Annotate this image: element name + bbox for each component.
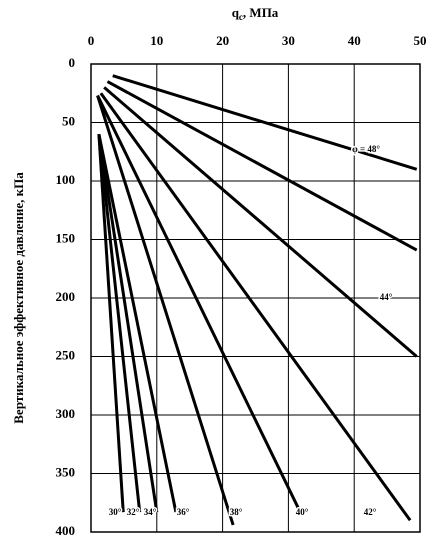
line-label: 36° [177,507,190,517]
line-label: 44° [380,292,393,302]
line [96,94,302,513]
x-axis-title: qc, МПа [232,5,279,22]
x-label-sub: c [239,12,243,22]
y-tick-label: 250 [56,347,76,362]
line-label: 42° [364,507,377,517]
x-tick-label: 10 [150,33,163,48]
line [112,74,418,171]
line-label: 34° [144,507,157,517]
line-label: 32° [127,507,140,517]
y-tick-label: 100 [56,172,76,187]
y-tick-label: 50 [62,113,75,128]
y-tick-label: 350 [56,464,76,479]
line [97,134,125,513]
x-label-main: q [232,5,240,20]
y-tick-label: 150 [56,230,76,245]
y-axis-title: Вертикальное эффективное давление, кПа [11,172,26,424]
y-tick-label: 0 [69,55,76,70]
line-label: 30° [109,507,122,517]
x-label-rest: , МПа [243,5,279,20]
line [97,133,178,513]
line [97,134,142,513]
line [106,80,418,252]
x-tick-label: 20 [216,33,229,48]
line [103,86,418,358]
x-tick-label: 50 [414,33,427,48]
y-tick-label: 200 [56,289,76,304]
line-label: φ = 48° [352,144,380,154]
y-tick-label: 300 [56,406,76,421]
line-label: 38° [230,507,243,517]
y-tick-label: 400 [56,523,76,538]
line [99,92,412,522]
line [97,133,159,513]
x-tick-label: 30 [282,33,295,48]
line-label: 40° [296,507,309,517]
x-tick-label: 40 [348,33,361,48]
line [96,95,235,526]
x-tick-label: 0 [88,33,95,48]
